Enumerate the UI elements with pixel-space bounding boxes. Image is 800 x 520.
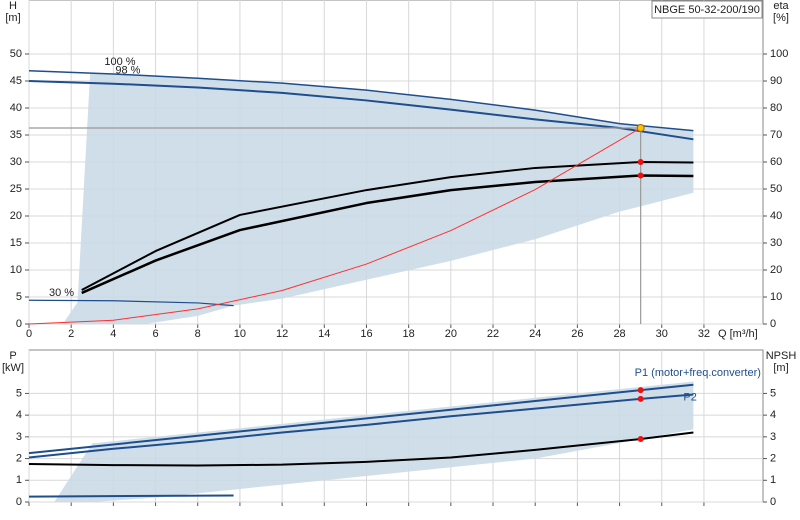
x-tick-label: 0: [26, 328, 32, 340]
x-tick-label: 32: [698, 328, 710, 340]
x-tick-label: 20: [445, 328, 457, 340]
y-tick-label: 0: [16, 318, 22, 330]
x-tick-label: 8: [195, 328, 201, 340]
y2-tick-label: 60: [770, 156, 782, 168]
y2-tick-label: 100: [770, 48, 788, 60]
duty-point: [637, 436, 644, 443]
y-tick-label: 50: [10, 48, 22, 60]
y2-tick-label: 10: [770, 291, 782, 303]
curve-label: P2: [683, 391, 696, 403]
product-box: [651, 0, 763, 19]
x-tick-label: 14: [318, 328, 330, 340]
x-tick-label: 22: [487, 328, 499, 340]
y2-tick-label: 70: [770, 129, 782, 141]
duty-point: [636, 123, 645, 132]
y2-tick-label: 0: [770, 318, 776, 330]
y2-tick-label: 40: [770, 210, 782, 222]
y-tick-label: 40: [10, 102, 22, 114]
y2-tick-label: 50: [770, 183, 782, 195]
duty-point: [637, 159, 644, 165]
curve: [28, 299, 234, 307]
x-tick-label: 16: [360, 328, 372, 340]
product-name: NBGE 50-32-200/190: [654, 4, 760, 16]
curve: [28, 494, 234, 498]
y2-tick-label: 1: [770, 474, 776, 486]
operating-range: [54, 381, 694, 502]
y2-tick-label: 2: [770, 452, 776, 464]
x-tick-label: 24: [529, 328, 541, 340]
y-tick-label: 3: [16, 431, 22, 443]
y-tick-label: 15: [10, 237, 22, 249]
y-tick-label: 25: [10, 183, 22, 195]
y-tick-label: 20: [10, 210, 22, 222]
duty-point: [637, 395, 644, 402]
y-tick-label: 2: [16, 452, 22, 464]
y2-axis-unit: [m]: [773, 362, 788, 374]
y2-tick-label: 30: [770, 237, 782, 249]
y2-tick-label: 80: [770, 102, 782, 114]
y2-axis-title: NPSH: [766, 350, 797, 362]
y-tick-label: 5: [16, 291, 22, 303]
duty-point: [637, 172, 644, 179]
y2-tick-label: 90: [770, 75, 782, 87]
x-axis-title: Q [m³/h]: [718, 328, 758, 340]
curve: [28, 127, 641, 325]
x-tick-label: 6: [152, 328, 158, 340]
x-tick-label: 2: [68, 328, 74, 340]
curve-label: 30 %: [49, 287, 74, 299]
y2-tick-label: 3: [770, 431, 776, 443]
y-tick-label: 10: [10, 264, 22, 276]
curve-label: 100 %: [104, 56, 135, 68]
x-tick-label: 12: [276, 328, 288, 340]
x-tick-label: 26: [571, 328, 583, 340]
y-axis-unit: [m]: [5, 12, 20, 24]
curve: [81, 174, 694, 295]
y2-axis-unit: [%]: [773, 12, 789, 24]
y2-tick-label: 5: [770, 387, 776, 399]
operating-range: [62, 72, 694, 325]
x-tick-label: 18: [403, 328, 415, 340]
duty-point: [637, 387, 644, 394]
y-axis-unit: [kW]: [2, 362, 24, 374]
y-axis-title: H: [9, 0, 17, 12]
curve: [81, 161, 694, 291]
curve: [28, 393, 694, 459]
y-tick-label: 30: [10, 156, 22, 168]
curve: [28, 431, 694, 467]
y-tick-label: 0: [16, 496, 22, 508]
curve-label: 98 %: [115, 65, 140, 77]
y2-axis-title: eta: [773, 0, 789, 12]
y2-tick-label: 20: [770, 264, 782, 276]
curve: [28, 383, 694, 455]
y2-tick-label: 4: [770, 409, 776, 421]
x-tick-label: 30: [656, 328, 668, 340]
curve: [28, 69, 694, 132]
curve: [28, 80, 694, 141]
y-tick-label: 1: [16, 474, 22, 486]
x-tick-label: 4: [110, 328, 116, 340]
x-tick-label: 10: [234, 328, 246, 340]
y-tick-label: 5: [16, 387, 22, 399]
y-tick-label: 45: [10, 75, 22, 87]
y-tick-label: 35: [10, 129, 22, 141]
curve-label: P1 (motor+freq.converter): [635, 367, 761, 379]
y2-tick-label: 0: [770, 496, 776, 508]
y-tick-label: 4: [16, 409, 22, 421]
y-axis-title: P: [9, 350, 16, 362]
x-tick-label: 28: [613, 328, 625, 340]
